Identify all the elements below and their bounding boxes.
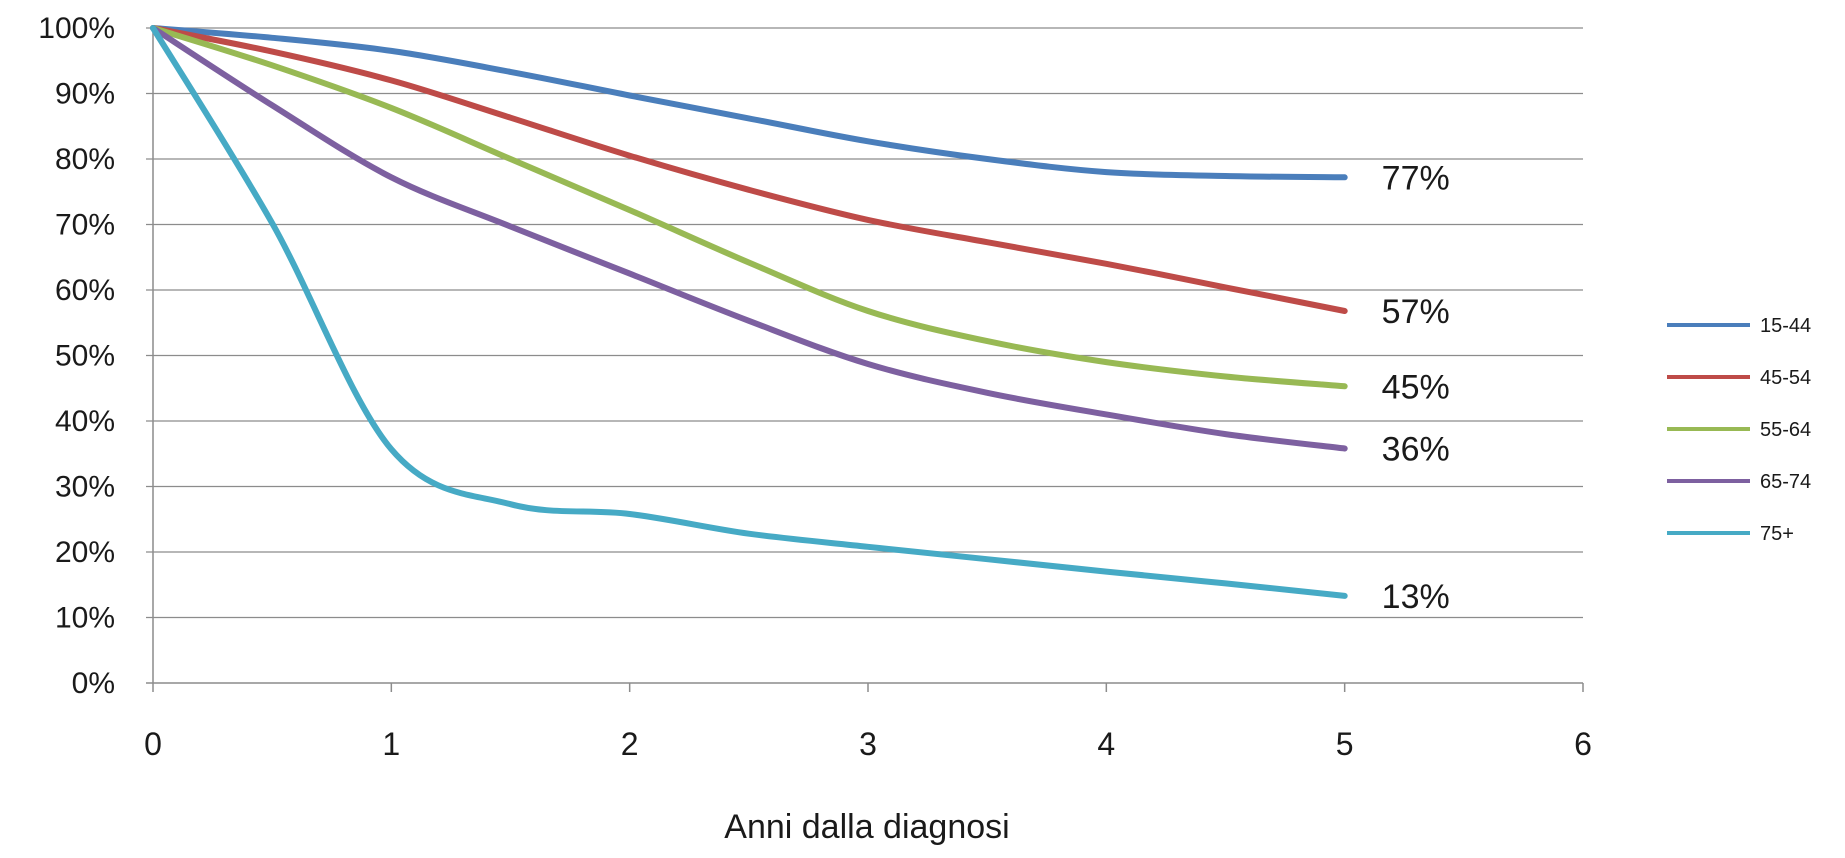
y-tick-label: 20% (55, 536, 115, 569)
end-value-label: 77% (1382, 159, 1450, 197)
x-tick-label: 2 (621, 726, 639, 762)
x-tick-label: 5 (1336, 726, 1354, 762)
series-line-45-54 (150, 25, 1348, 314)
series-lines (150, 25, 1348, 599)
end-labels: 77% 57% 45% 36% 13% (1382, 159, 1450, 616)
legend-label: 55-64 (1760, 419, 1811, 441)
y-tick-label: 90% (55, 78, 115, 111)
y-tick-label: 70% (55, 209, 115, 242)
gridlines (146, 27, 1583, 619)
y-tick-label: 80% (55, 143, 115, 176)
x-tick-label: 4 (1097, 726, 1115, 762)
x-tick-label: 3 (859, 726, 877, 762)
series-line-65-74 (150, 25, 1348, 452)
x-tick-label: 6 (1574, 726, 1592, 762)
x-axis-title: Anni dalla diagnosi (724, 808, 1009, 846)
end-value-label: 36% (1382, 431, 1450, 469)
legend-label: 45-54 (1760, 367, 1811, 389)
x-tick-label: 1 (382, 726, 400, 762)
end-value-label: 57% (1382, 293, 1450, 331)
end-value-label: 13% (1382, 578, 1450, 616)
legend-label: 65-74 (1760, 471, 1811, 493)
series-line-55-64 (150, 25, 1348, 390)
y-tick-label: 40% (55, 405, 115, 438)
y-tick-label: 60% (55, 274, 115, 307)
y-tick-label: 50% (55, 340, 115, 373)
legend-label: 75+ (1760, 523, 1794, 545)
series-line-75+ (150, 25, 1348, 599)
legend: 15-44 45-54 55-64 65-74 75+ (1667, 315, 1811, 545)
legend-label: 15-44 (1760, 315, 1811, 337)
axes: 0% 10% 20% 30% 40% 50% 60% 70% 80% 90% 100% 0 1 2 3 4 5 6 (38, 12, 1592, 762)
end-value-label: 45% (1382, 368, 1450, 406)
y-tick-label: 0% (72, 667, 115, 700)
y-tick-label: 30% (55, 471, 115, 504)
y-tick-label: 100% (38, 12, 115, 45)
x-tick-label: 0 (144, 726, 162, 762)
y-tick-label: 10% (55, 602, 115, 635)
series-line-15-44 (150, 25, 1348, 181)
